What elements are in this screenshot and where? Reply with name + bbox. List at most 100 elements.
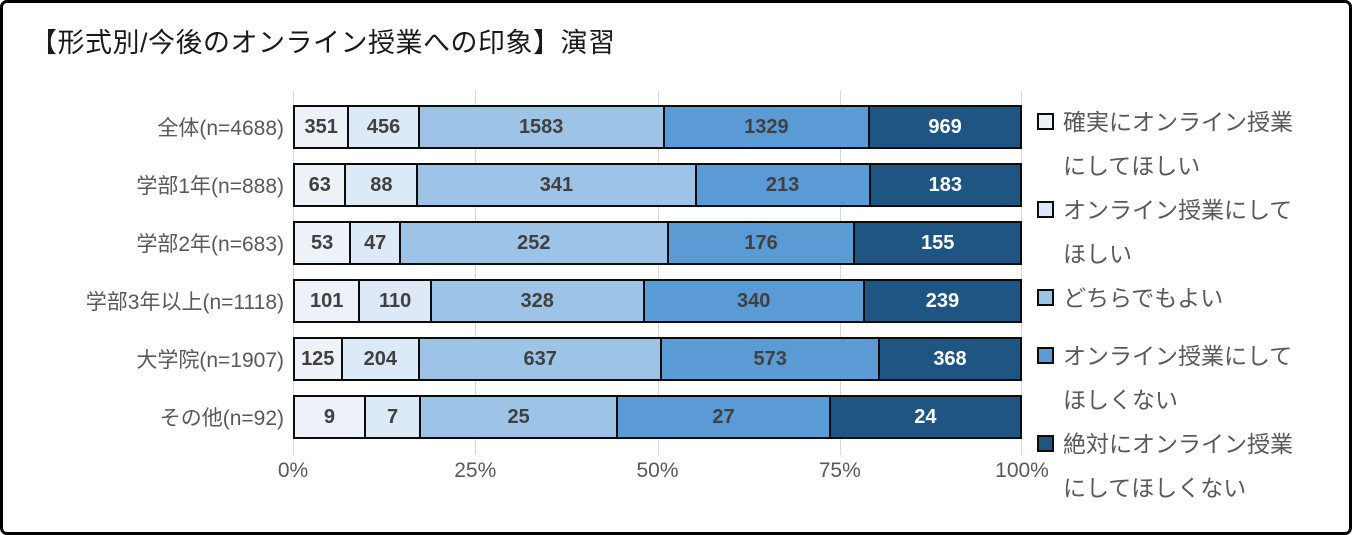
bar-segment: 24 <box>830 397 1020 437</box>
x-axis-tick-label: 0% <box>277 459 309 482</box>
segment-value: 1583 <box>518 115 564 138</box>
bar-segment: 110 <box>360 281 432 321</box>
x-axis-tick-label: 75% <box>818 459 861 482</box>
bar-segment: 351 <box>295 107 350 147</box>
chart-row: 学部2年(n=683) 53 47 252 176 155 <box>23 221 1022 265</box>
segment-value: 239 <box>925 289 960 312</box>
segment-value: 125 <box>301 347 335 370</box>
bar-segment: 1329 <box>664 107 871 147</box>
chart-row: 全体(n=4688) 351 456 1583 1329 969 <box>23 105 1022 149</box>
bar-segment: 155 <box>855 223 1020 263</box>
legend-label: どちらでもよい <box>1063 285 1224 311</box>
segment-value: 340 <box>737 289 771 312</box>
x-axis-tick-label: 50% <box>636 459 679 482</box>
bar-segment: 176 <box>668 223 856 263</box>
segment-value: 25 <box>507 405 530 428</box>
legend-item: 絶対にオンライン授業にしてほしくない <box>1037 422 1343 510</box>
category-label: その他(n=92) <box>159 407 284 430</box>
segment-value: 204 <box>363 347 397 370</box>
bar-segment: 213 <box>696 165 871 205</box>
bar-segment: 25 <box>421 397 619 437</box>
stacked-bar: 125 204 637 573 368 <box>293 337 1022 381</box>
bar-segment: 53 <box>295 223 352 263</box>
bar-segment: 101 <box>295 281 361 321</box>
bar-segment: 969 <box>870 107 1020 147</box>
category-label: 学部2年(n=683) <box>136 233 284 256</box>
legend-item: 確実にオンライン授業にしてほしい <box>1037 100 1343 188</box>
category-label: 大学院(n=1907) <box>136 349 284 372</box>
bar-rows: 全体(n=4688) 351 456 1583 1329 969 学部1年(n=888) 63… <box>23 105 1022 439</box>
bar-segment: 1583 <box>419 107 665 147</box>
legend-color-swatch <box>1037 289 1054 306</box>
segment-value: 456 <box>366 115 401 138</box>
chart-row: 学部1年(n=888) 63 88 341 213 183 <box>23 163 1022 207</box>
x-axis-tick-label: 100% <box>995 459 1049 482</box>
bar-segment: 7 <box>365 397 422 437</box>
bar-segment: 368 <box>880 339 1020 379</box>
bar-segment: 637 <box>420 339 663 379</box>
stacked-bar: 63 88 341 213 183 <box>293 163 1022 207</box>
legend-label: オンライン授業にしてほしい <box>1063 197 1293 267</box>
bar-segment: 125 <box>295 339 343 379</box>
segment-value: 637 <box>523 347 557 370</box>
segment-value: 155 <box>921 231 955 254</box>
category-label: 学部1年(n=888) <box>136 175 284 198</box>
legend-label: オンライン授業にしてほしくない <box>1063 343 1293 413</box>
legend-color-swatch <box>1037 435 1054 452</box>
segment-value: 27 <box>712 405 735 428</box>
legend-label: 確実にオンライン授業にしてほしい <box>1063 109 1293 179</box>
segment-value: 101 <box>310 289 344 312</box>
bar-segment: 239 <box>864 281 1020 321</box>
segment-value: 9 <box>323 405 336 428</box>
bar-segment: 252 <box>401 223 669 263</box>
stacked-bar: 101 110 328 340 239 <box>293 279 1022 323</box>
segment-value: 368 <box>933 347 967 370</box>
bar-segment: 456 <box>349 107 420 147</box>
gridline <box>839 91 841 455</box>
stacked-bar: 351 456 1583 1329 969 <box>293 105 1022 149</box>
segment-value: 7 <box>386 405 399 428</box>
stacked-bar: 53 47 252 176 155 <box>293 221 1022 265</box>
legend-item: オンライン授業にしてほしくない <box>1037 334 1343 422</box>
legend-label: 絶対にオンライン授業にしてほしくない <box>1063 431 1293 501</box>
gridline <box>293 91 294 455</box>
segment-value: 53 <box>311 231 334 254</box>
chart-title: 【形式別/今後のオンライン授業への印象】演習 <box>30 28 616 58</box>
segment-value: 252 <box>517 231 551 254</box>
x-axis-tick-label: 25% <box>454 459 497 482</box>
segment-value: 351 <box>304 115 338 138</box>
segment-value: 1329 <box>744 115 789 138</box>
bar-segment: 573 <box>662 339 881 379</box>
chart-row: その他(n=92) 9 7 25 27 24 <box>23 395 1022 439</box>
segment-value: 328 <box>520 289 554 312</box>
x-axis: 0% 25% 50% 75% 100% <box>278 459 1049 489</box>
bar-segment: 27 <box>618 397 831 437</box>
segment-value: 47 <box>364 231 387 254</box>
segment-value: 24 <box>914 405 937 428</box>
legend-color-swatch <box>1037 347 1054 364</box>
chart-row: 大学院(n=1907) 125 204 637 573 368 <box>23 337 1022 381</box>
gridline <box>1021 91 1022 455</box>
bar-segment: 341 <box>418 165 697 205</box>
segment-value: 63 <box>308 173 331 196</box>
category-label: 学部3年以上(n=1118) <box>85 291 284 314</box>
bar-segment: 63 <box>295 165 347 205</box>
stacked-bar: 9 7 25 27 24 <box>293 395 1022 439</box>
bar-segment: 88 <box>346 165 419 205</box>
segment-value: 969 <box>928 115 962 138</box>
bar-segment: 183 <box>870 165 1020 205</box>
bar-segment: 328 <box>431 281 645 321</box>
legend-item: オンライン授業にしてほしい <box>1037 188 1343 276</box>
chart-row: 学部3年以上(n=1118) 101 110 328 340 239 <box>23 279 1022 323</box>
bar-segment: 204 <box>342 339 421 379</box>
gridline-layer <box>293 91 1022 455</box>
legend-item: どちらでもよい <box>1037 276 1343 320</box>
segment-value: 110 <box>379 289 412 312</box>
bar-segment: 9 <box>295 397 366 437</box>
segment-value: 88 <box>370 173 393 196</box>
segment-value: 573 <box>753 347 787 370</box>
bar-segment: 340 <box>644 281 865 321</box>
gridline <box>657 91 659 455</box>
segment-value: 183 <box>928 173 962 196</box>
